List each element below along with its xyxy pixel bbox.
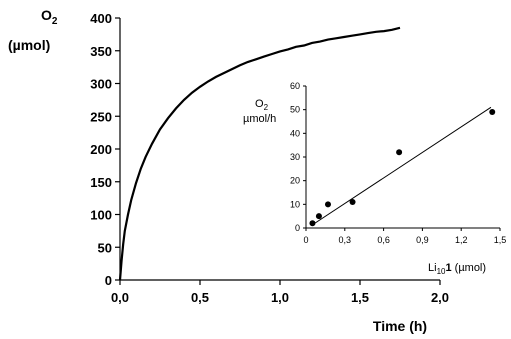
- inset-x-tick-label: 0,3: [339, 235, 352, 245]
- main-x-ticks: 0,0 0,5 1,0 1,5 2,0: [111, 280, 449, 305]
- inset-y-tick-label: 20: [290, 176, 300, 186]
- main-x-tick-label: 2,0: [431, 290, 449, 305]
- inset-fit-line: [310, 106, 492, 227]
- inset-y-tick-label: 60: [290, 81, 300, 91]
- main-series-line: [118, 26, 401, 281]
- main-y-tick-label: 350: [90, 44, 112, 59]
- inset-x-tick-label: 0,6: [377, 235, 390, 245]
- inset-y-tick-label: 50: [290, 105, 300, 115]
- inset-y-tick-label: 40: [290, 128, 300, 138]
- main-y-ticks: 0 50 100 150 200 250 300 350 400: [90, 11, 120, 288]
- inset-data-point: [309, 220, 316, 227]
- main-x-label: Time (h): [373, 318, 427, 334]
- inset-x-tick-label: 0,9: [416, 235, 429, 245]
- main-x-tick-label: 1,0: [271, 290, 289, 305]
- inset-points: [309, 109, 496, 227]
- inset-y-tick-label: 30: [290, 152, 300, 162]
- main-x-tick-label: 1,5: [351, 290, 369, 305]
- main-y-tick-label: 300: [90, 77, 112, 92]
- inset-data-point: [396, 149, 403, 156]
- main-y-tick-label: 150: [90, 175, 112, 190]
- main-y-unit: (µmol): [8, 37, 50, 53]
- inset-x-tick-label: 1,2: [455, 235, 468, 245]
- inset-data-point: [324, 201, 331, 208]
- inset-y-label: O2: [255, 98, 269, 112]
- main-x-tick-label: 0,5: [191, 290, 209, 305]
- main-x-tick-label: 0,0: [111, 290, 129, 305]
- inset-x-label: Li101 (µmol): [428, 262, 486, 276]
- inset-y-unit: µmol/h: [243, 113, 276, 125]
- main-y-tick-label: 200: [90, 142, 112, 157]
- main-y-tick-label: 0: [105, 273, 112, 288]
- main-y-label: O2: [41, 7, 58, 27]
- inset-data-point: [349, 198, 356, 205]
- main-y-tick-label: 250: [90, 109, 112, 124]
- inset-y-tick-label: 10: [290, 199, 300, 209]
- inset-x-tick-label: 1,5: [494, 235, 507, 245]
- inset-y-ticks: 0 10 20 30 40 50 60: [290, 81, 306, 233]
- main-y-tick-label: 100: [90, 208, 112, 223]
- inset-background: [300, 70, 508, 266]
- inset-y-tick-label: 0: [295, 223, 300, 233]
- inset-chart: 0 10 20 30 40 50 60 0 0,3 0,6 0,9 1,2 1,5 O2 µmol/h…: [243, 81, 506, 276]
- main-y-tick-label: 400: [90, 11, 112, 26]
- inset-x-tick-label: 0: [303, 235, 308, 245]
- inset-x-ticks: 0 0,3 0,6 0,9 1,2 1,5: [303, 228, 506, 245]
- inset-data-point: [315, 213, 322, 220]
- inset-data-point: [489, 109, 496, 116]
- main-y-tick-label: 50: [98, 240, 112, 255]
